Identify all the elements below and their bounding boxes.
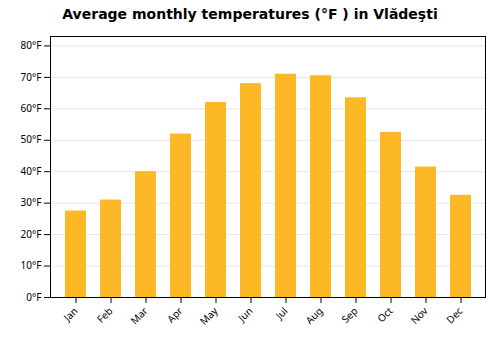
svg-text:30°F: 30°F bbox=[21, 195, 42, 209]
svg-text:40°F: 40°F bbox=[21, 164, 42, 178]
svg-text:10°F: 10°F bbox=[21, 258, 42, 272]
svg-text:Oct: Oct bbox=[374, 304, 396, 326]
svg-text:Feb: Feb bbox=[93, 304, 115, 326]
svg-text:0°F: 0°F bbox=[26, 290, 41, 304]
svg-text:Dec: Dec bbox=[443, 304, 466, 327]
html-text:Average monthly temperatures (: Average monthly temperatures (°F ) in Vl… bbox=[62, 6, 438, 22]
svg-text:Jan: Jan bbox=[60, 304, 81, 325]
svg-text:50°F: 50°F bbox=[21, 132, 42, 146]
svg-text:Mar: Mar bbox=[127, 304, 150, 327]
svg-text:Sep: Sep bbox=[338, 304, 360, 326]
svg-text:Aug: Aug bbox=[302, 304, 325, 327]
svg-text:80°F: 80°F bbox=[21, 38, 42, 52]
svg-text:Jun: Jun bbox=[234, 304, 255, 325]
svg-text:70°F: 70°F bbox=[21, 70, 42, 84]
svg-text:Jul: Jul bbox=[272, 304, 291, 323]
svg-text:Apr: Apr bbox=[164, 304, 186, 326]
svg-text:Nov: Nov bbox=[407, 303, 431, 327]
svg-text:20°F: 20°F bbox=[21, 227, 42, 241]
svg-text:60°F: 60°F bbox=[21, 101, 42, 115]
svg-text:May: May bbox=[196, 303, 221, 328]
